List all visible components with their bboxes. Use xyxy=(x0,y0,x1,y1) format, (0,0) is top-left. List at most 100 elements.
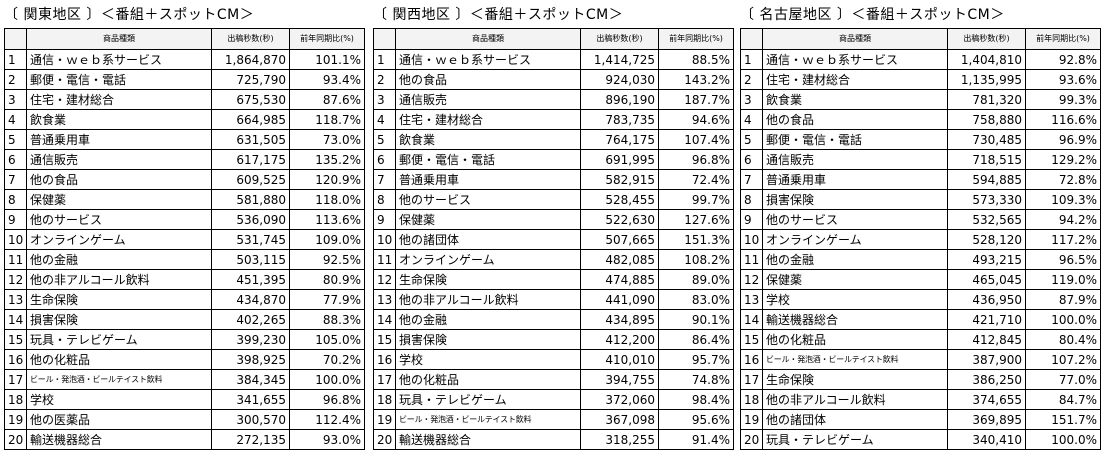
category-cell: 普通乗用車 xyxy=(762,169,948,190)
table-row: 17 他の化粧品 394,755 74.8% xyxy=(373,369,734,390)
table-row: 20 玩具・テレビゲーム 340,410 100.0% xyxy=(740,429,1101,450)
header-rank xyxy=(373,28,396,50)
table-row: 11 オンラインゲーム 482,085 108.2% xyxy=(373,249,734,270)
rank-cell: 3 xyxy=(740,89,763,110)
rank-cell: 4 xyxy=(4,109,27,130)
rank-cell: 6 xyxy=(373,149,396,170)
table-row: 15 玩具・テレビゲーム 399,230 105.0% xyxy=(4,329,365,350)
seconds-cell: 617,175 xyxy=(211,149,290,170)
table-row: 13 学校 436,950 87.9% xyxy=(740,289,1101,310)
rank-cell: 8 xyxy=(373,189,396,210)
table-row: 7 普通乗用車 594,885 72.8% xyxy=(740,169,1101,190)
table-row: 14 他の金融 434,895 90.1% xyxy=(373,309,734,330)
seconds-cell: 340,410 xyxy=(947,429,1026,450)
yoy-cell: 77.0% xyxy=(1025,369,1101,390)
seconds-cell: 372,060 xyxy=(580,389,659,410)
yoy-cell: 96.5% xyxy=(1025,249,1101,270)
seconds-cell: 758,880 xyxy=(947,109,1026,130)
table-row: 5 飲食業 764,175 107.4% xyxy=(373,129,734,150)
category-cell: 保健薬 xyxy=(395,209,581,230)
table-row: 3 通信販売 896,190 187.7% xyxy=(373,89,734,110)
category-cell: 学校 xyxy=(395,349,581,370)
seconds-cell: 730,485 xyxy=(947,129,1026,150)
rank-cell: 2 xyxy=(740,69,763,90)
yoy-cell: 107.2% xyxy=(1025,349,1101,370)
table-row: 19 他の諸団体 369,895 151.7% xyxy=(740,409,1101,430)
header-seconds: 出稿秒数(秒) xyxy=(580,28,659,50)
yoy-cell: 88.3% xyxy=(289,309,365,330)
header-rank xyxy=(740,28,763,50)
table-row: 16 ビール・発泡酒・ビールテイスト飲料 387,900 107.2% xyxy=(740,349,1101,370)
category-cell: 学校 xyxy=(26,389,212,410)
rank-cell: 4 xyxy=(373,109,396,130)
category-cell: 住宅・建材総合 xyxy=(762,69,948,90)
table-header-row: 商品種類 出稿秒数(秒) 前年同期比(%) xyxy=(740,28,1101,50)
seconds-cell: 581,880 xyxy=(211,189,290,210)
category-cell: 住宅・建材総合 xyxy=(26,89,212,110)
category-cell: 損害保険 xyxy=(395,329,581,350)
rank-cell: 10 xyxy=(4,229,27,250)
seconds-cell: 528,120 xyxy=(947,229,1026,250)
table-row: 20 輸送機器総合 318,255 91.4% xyxy=(373,429,734,450)
table-row: 14 損害保険 402,265 88.3% xyxy=(4,309,365,330)
yoy-cell: 99.7% xyxy=(658,189,734,210)
table-row: 6 通信販売 617,175 135.2% xyxy=(4,149,365,170)
region-nagoya: 〔 名古屋地区 〕＜番組＋スポットCM＞ 商品種類 出稿秒数(秒) 前年同期比(… xyxy=(740,0,1101,450)
category-cell: ビール・発泡酒・ビールテイスト飲料 xyxy=(762,349,948,370)
rank-cell: 17 xyxy=(740,369,763,390)
yoy-cell: 96.8% xyxy=(658,149,734,170)
seconds-cell: 474,885 xyxy=(580,269,659,290)
category-cell: 生命保険 xyxy=(26,289,212,310)
rank-cell: 7 xyxy=(373,169,396,190)
rank-cell: 2 xyxy=(4,69,27,90)
table-row: 8 損害保険 573,330 109.3% xyxy=(740,189,1101,210)
yoy-cell: 116.6% xyxy=(1025,109,1101,130)
seconds-cell: 783,735 xyxy=(580,109,659,130)
category-cell: オンラインゲーム xyxy=(26,229,212,250)
table-row: 19 ビール・発泡酒・ビールテイスト飲料 367,098 95.6% xyxy=(373,409,734,430)
table-row: 12 保健薬 465,045 119.0% xyxy=(740,269,1101,290)
category-cell: 生命保険 xyxy=(395,269,581,290)
category-cell: オンラインゲーム xyxy=(762,229,948,250)
rank-cell: 12 xyxy=(4,269,27,290)
seconds-cell: 582,915 xyxy=(580,169,659,190)
table-row: 16 学校 410,010 95.7% xyxy=(373,349,734,370)
yoy-cell: 129.2% xyxy=(1025,149,1101,170)
rank-cell: 18 xyxy=(4,389,27,410)
rank-cell: 16 xyxy=(4,349,27,370)
seconds-cell: 434,895 xyxy=(580,309,659,330)
rank-cell: 9 xyxy=(4,209,27,230)
seconds-cell: 318,255 xyxy=(580,429,659,450)
category-cell: 通信販売 xyxy=(395,89,581,110)
yoy-cell: 151.3% xyxy=(658,229,734,250)
table-row: 10 オンラインゲーム 528,120 117.2% xyxy=(740,229,1101,250)
category-cell: 輸送機器総合 xyxy=(395,429,581,450)
rank-cell: 4 xyxy=(740,109,763,130)
header-seconds: 出稿秒数(秒) xyxy=(211,28,290,50)
table-row: 17 生命保険 386,250 77.0% xyxy=(740,369,1101,390)
table-row: 18 玩具・テレビゲーム 372,060 98.4% xyxy=(373,389,734,410)
region-kansai: 〔 関西地区 〕＜番組＋スポットCM＞ 商品種類 出稿秒数(秒) 前年同期比(%… xyxy=(373,0,734,450)
seconds-cell: 594,885 xyxy=(947,169,1026,190)
category-cell: 通信販売 xyxy=(762,149,948,170)
rank-cell: 15 xyxy=(4,329,27,350)
table-body: 1 通信・ｗｅｂ系サービス 1,404,810 92.8% 2 住宅・建材総合 1,135,… xyxy=(740,49,1101,450)
category-cell: 保健薬 xyxy=(762,269,948,290)
seconds-cell: 781,320 xyxy=(947,89,1026,110)
yoy-cell: 187.7% xyxy=(658,89,734,110)
table-body: 1 通信・ｗｅｂ系サービス 1,864,870 101.1% 2 郵便・電信・電話 725,… xyxy=(4,49,365,450)
category-cell: 輸送機器総合 xyxy=(26,429,212,450)
yoy-cell: 100.0% xyxy=(1025,429,1101,450)
rank-cell: 13 xyxy=(373,289,396,310)
category-cell: 他の化粧品 xyxy=(395,369,581,390)
seconds-cell: 300,570 xyxy=(211,409,290,430)
rank-cell: 1 xyxy=(4,49,27,70)
category-cell: 輸送機器総合 xyxy=(762,309,948,330)
table-row: 4 他の食品 758,880 116.6% xyxy=(740,109,1101,130)
rank-cell: 20 xyxy=(373,429,396,450)
seconds-cell: 482,085 xyxy=(580,249,659,270)
category-cell: 学校 xyxy=(762,289,948,310)
yoy-cell: 100.0% xyxy=(1025,309,1101,330)
header-category: 商品種類 xyxy=(26,28,212,50)
seconds-cell: 896,190 xyxy=(580,89,659,110)
